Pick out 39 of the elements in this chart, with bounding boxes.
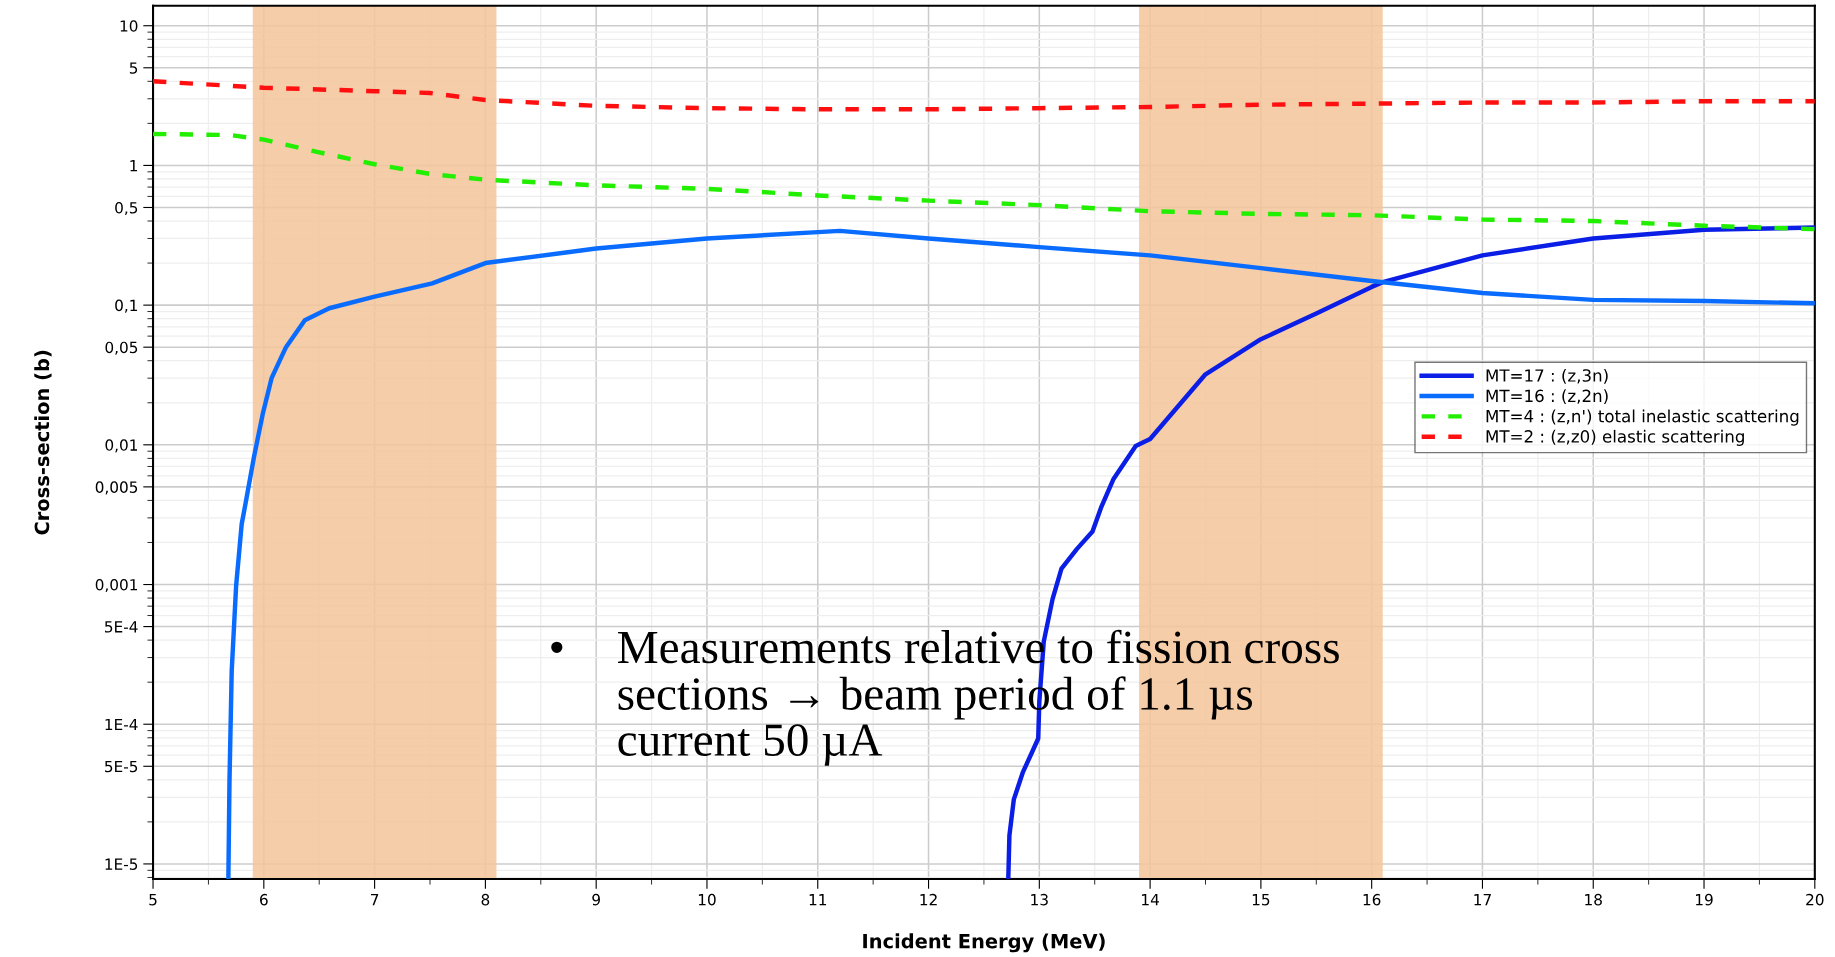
- x-tick-label: 15: [1252, 894, 1270, 906]
- line-series: [226, 228, 1815, 879]
- x-tick-label: 12: [920, 893, 937, 906]
- legend-label: MT=17 : (z,3n): [1486, 368, 1608, 384]
- legend-label: MT=4 : (z,n') total inelastic scattering: [1486, 409, 1799, 426]
- y-tick-label: 0,1: [115, 299, 138, 313]
- legend-label: MT=2 : (z,z0) elastic scattering: [1486, 429, 1744, 446]
- y-tick-label: 5E-4: [105, 621, 138, 633]
- x-tick-label: 9: [592, 893, 600, 906]
- y-tick-label: 0,01: [105, 439, 138, 453]
- x-tick-label: 7: [371, 894, 379, 906]
- y-tick-label: 5E-5: [105, 760, 138, 773]
- y-tick-label: 0,05: [105, 341, 138, 355]
- x-tick-label: 13: [1031, 893, 1048, 906]
- x-tick-label: 14: [1142, 894, 1159, 906]
- x-axis-title: Incident Energy (MeV): [863, 933, 1105, 953]
- x-tick-label: 20: [1806, 893, 1824, 906]
- y-tick-label: 1E-4: [105, 718, 138, 731]
- x-tick-label: 17: [1474, 894, 1491, 906]
- x-tick-label: 18: [1585, 893, 1602, 906]
- y-tick-label: 0,005: [95, 481, 138, 495]
- y-axis-title: Cross-section (b): [34, 350, 52, 535]
- y-tick-label: 5: [129, 62, 138, 74]
- x-tick-label: 16: [1363, 893, 1381, 906]
- x-tick-label: 8: [481, 893, 490, 906]
- x-tick-label: 11: [809, 894, 827, 906]
- x-tick-label: 19: [1695, 893, 1713, 906]
- line-series: [153, 79, 1815, 112]
- y-tick-label: 1: [130, 160, 138, 172]
- y-tick-label: 1E-5: [105, 858, 138, 870]
- y-tick-label: 0,5: [115, 201, 138, 216]
- x-tick-label: 6: [260, 893, 268, 906]
- line-series: [153, 131, 1815, 232]
- y-tick-label: 10: [120, 20, 138, 32]
- legend-label: MT=16 : (z,2n): [1486, 389, 1608, 405]
- annotation: •: [551, 641, 563, 653]
- x-tick-label: 5: [149, 894, 157, 906]
- x-tick-label: 10: [698, 893, 716, 906]
- y-tick-label: 0,001: [95, 578, 138, 593]
